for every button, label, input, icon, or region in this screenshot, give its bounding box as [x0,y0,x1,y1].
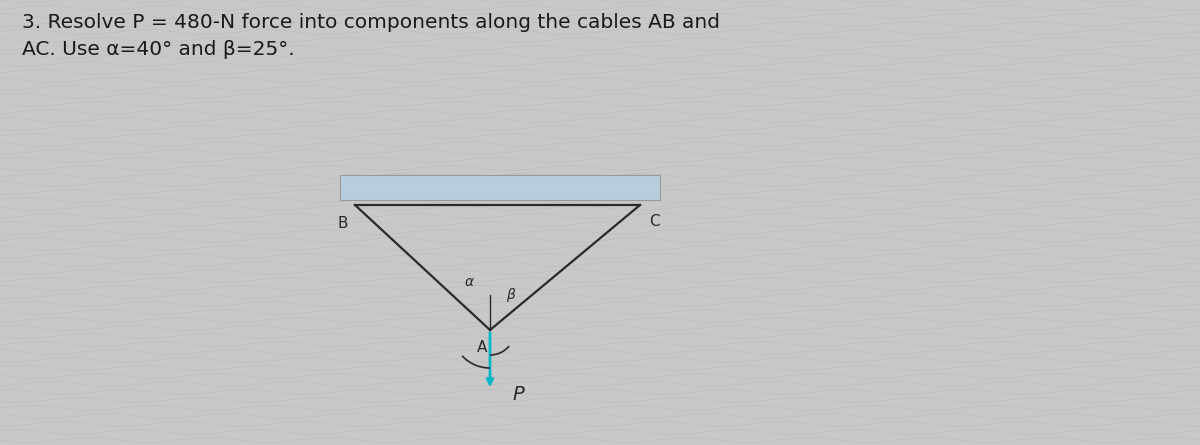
Text: P: P [512,385,524,405]
Text: C: C [649,214,659,228]
Text: 3. Resolve P = 480-N force into components along the cables AB and
AC. Use α=40°: 3. Resolve P = 480-N force into componen… [22,13,720,59]
Text: B: B [337,215,348,231]
Text: β: β [506,287,515,302]
Text: A: A [476,340,487,356]
Text: α: α [464,275,474,289]
Bar [340,175,660,200]
